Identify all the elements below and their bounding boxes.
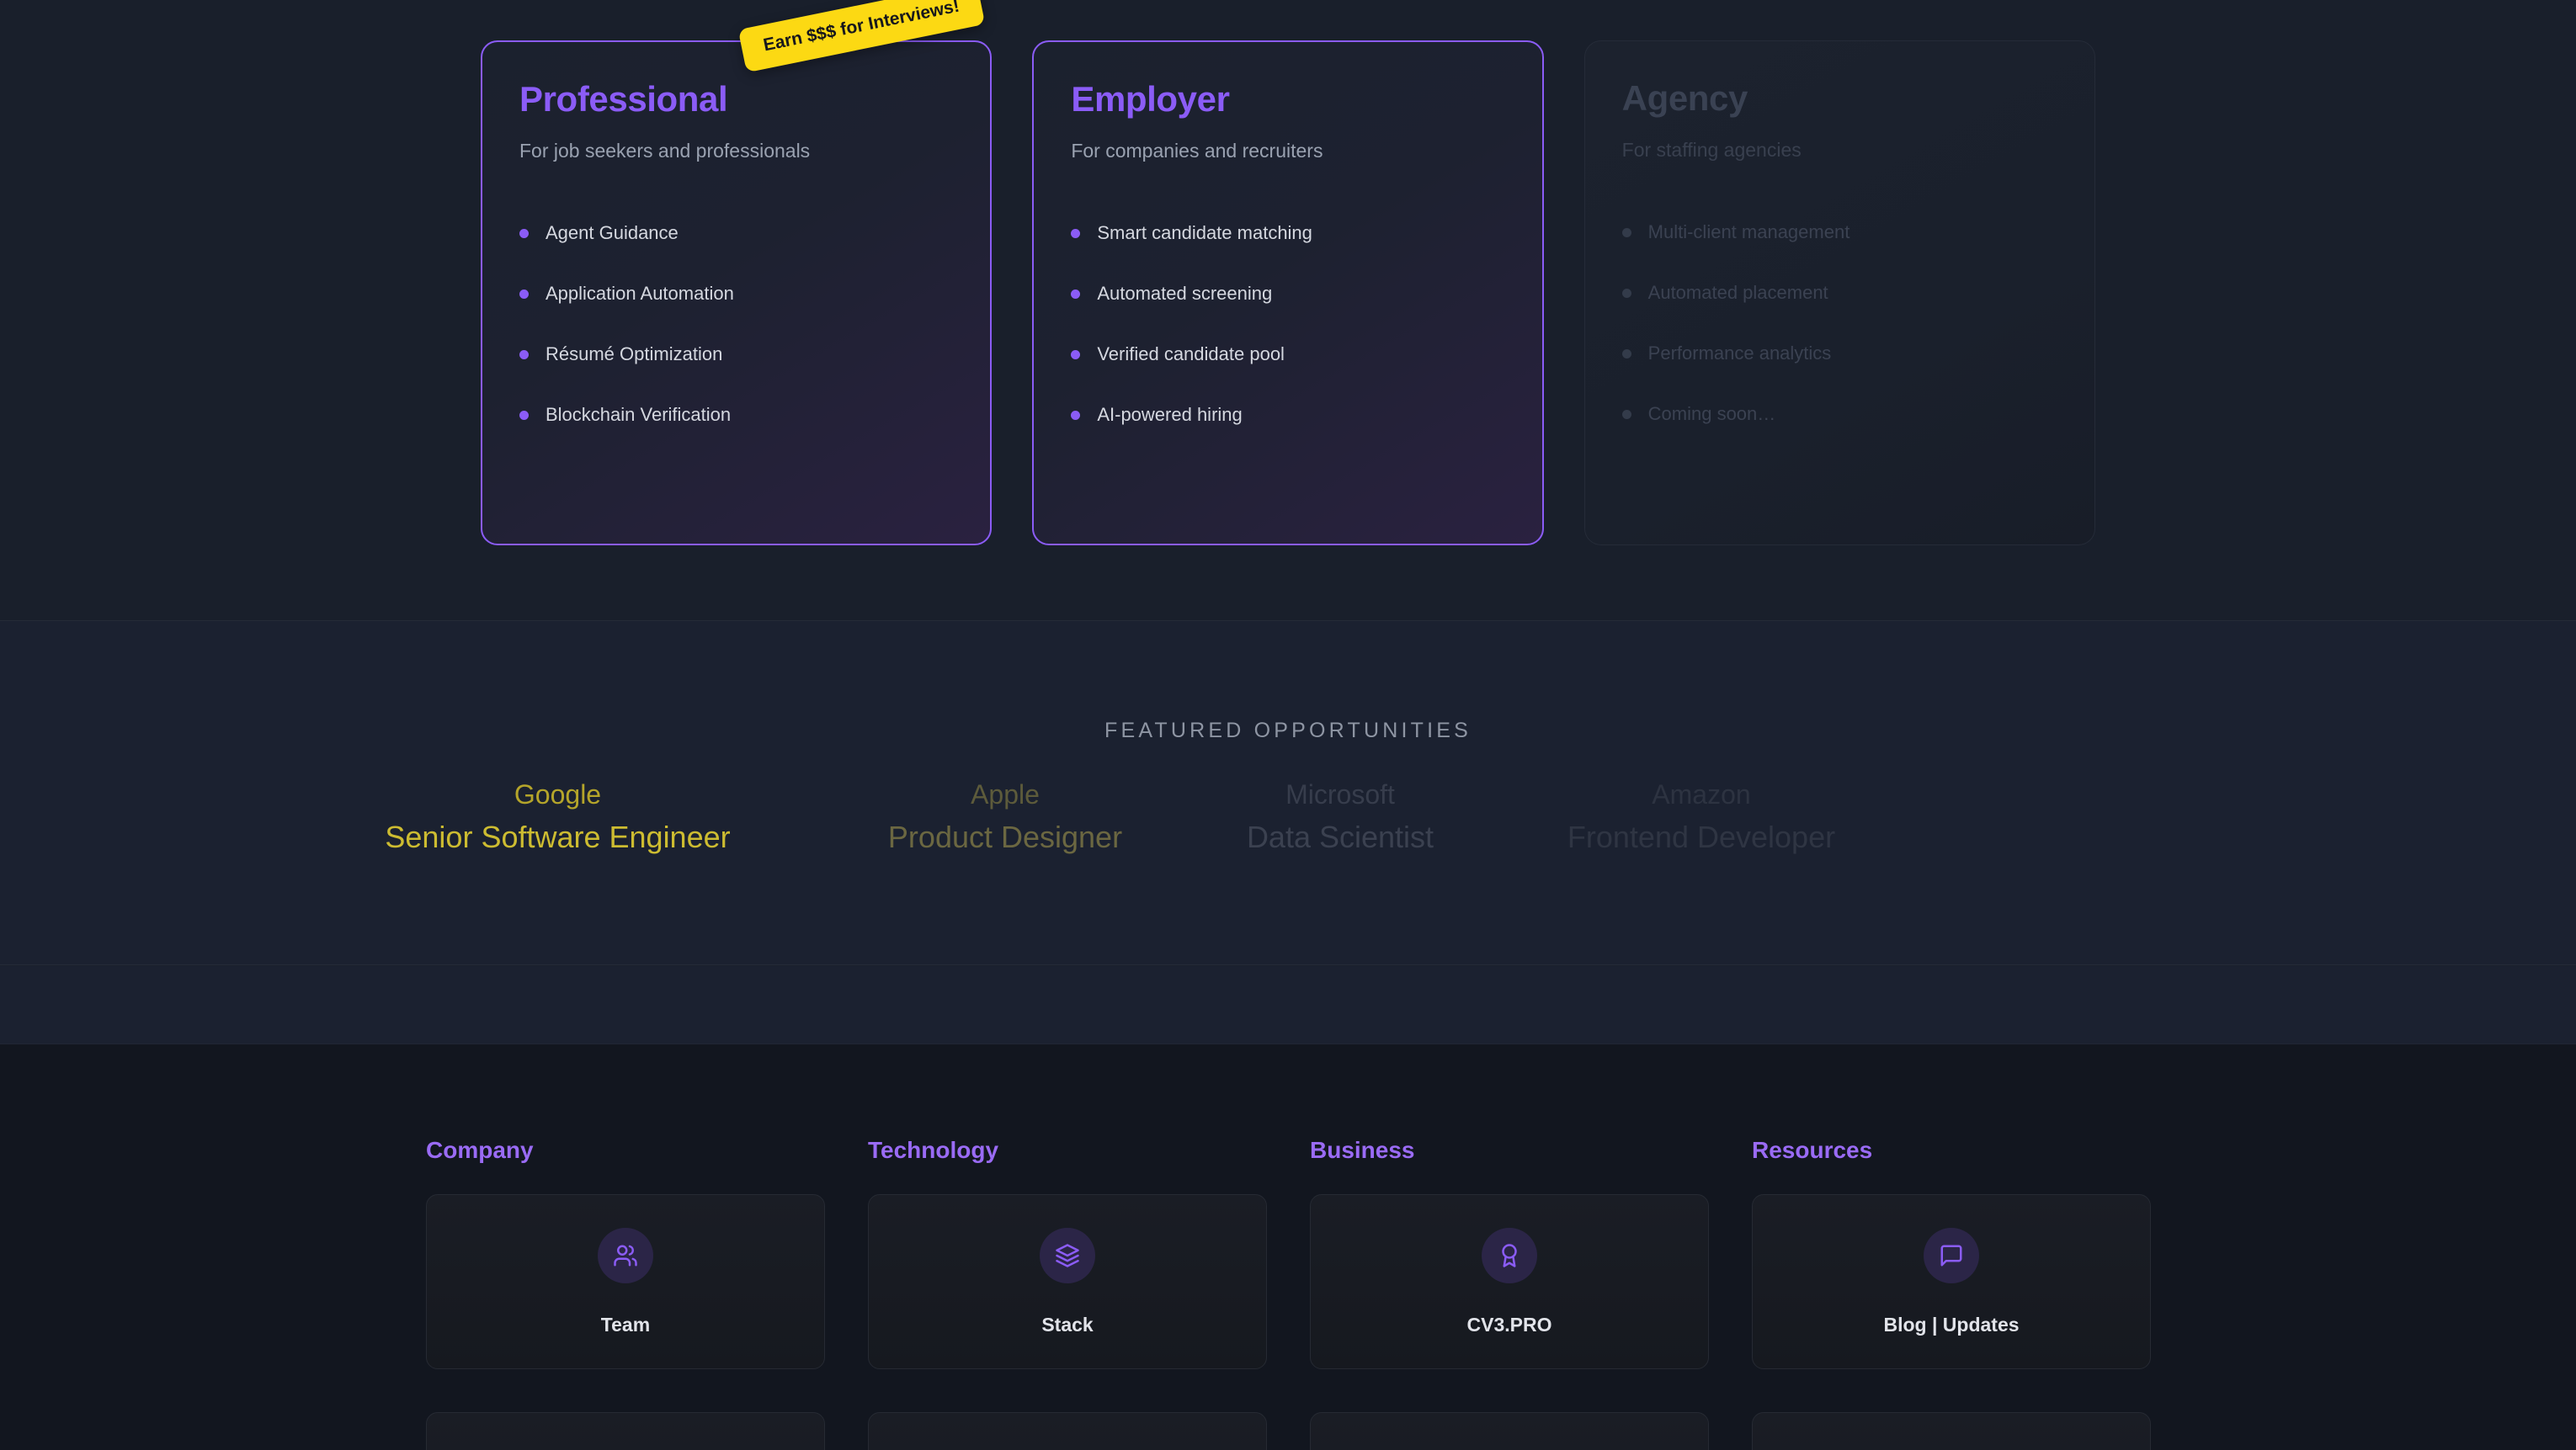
- footer-card-secondary[interactable]: [1752, 1412, 2151, 1450]
- role-feature-item: Résumé Optimization: [519, 324, 953, 385]
- footer-column-title: Business: [1310, 1137, 1415, 1163]
- featured-opportunities-label: FEATURED OPPORTUNITIES: [1104, 719, 1472, 742]
- footer-column-company: Company Team: [426, 1137, 825, 1450]
- role-feature-label: Performance analytics: [1647, 343, 1832, 364]
- role-feature-label: Agent Guidance: [546, 222, 679, 244]
- footer-card-stack[interactable]: Stack: [868, 1194, 1267, 1369]
- bullet-icon: [519, 289, 529, 299]
- role-feature-label: Application Automation: [546, 283, 734, 305]
- featured-opportunity-item[interactable]: Apple Product Designer: [838, 774, 1173, 860]
- bullet-icon: [519, 228, 529, 238]
- bullet-icon: [1621, 409, 1631, 419]
- role-card-title: Professional: [519, 79, 728, 119]
- footer-card-label: Blog | Updates: [1883, 1313, 2020, 1336]
- role-feature-list: Smart candidate matching Automated scree…: [1071, 203, 1504, 445]
- footer-column-business: Business CV3.PRO: [1310, 1137, 1709, 1450]
- role-feature-label: Automated placement: [1647, 282, 1828, 304]
- footer-card-secondary[interactable]: [426, 1412, 825, 1450]
- bullet-icon: [519, 349, 529, 359]
- footer-card-cv3pro[interactable]: CV3.PRO: [1310, 1194, 1709, 1369]
- role-card-title: Employer: [1071, 79, 1230, 119]
- role-feature-list: Agent Guidance Application Automation Ré…: [519, 203, 953, 445]
- footer-card-label: Team: [600, 1313, 651, 1336]
- role-feature-item: Verified candidate pool: [1071, 324, 1504, 385]
- footer-column-resources: Resources Blog | Updates: [1752, 1137, 2151, 1450]
- users-icon: [598, 1227, 653, 1283]
- role-feature-item: Performance analytics: [1621, 323, 2057, 384]
- bullet-icon: [519, 410, 529, 420]
- opportunity-role: Data Scientist: [1246, 820, 1434, 854]
- role-feature-label: Automated screening: [1097, 283, 1273, 305]
- role-card-subtitle: For companies and recruiters: [1071, 140, 1323, 162]
- section-spacer-band: [0, 966, 2576, 1044]
- role-feature-label: Résumé Optimization: [546, 343, 723, 365]
- role-feature-label: Smart candidate matching: [1097, 222, 1312, 244]
- layers-icon: [1040, 1227, 1095, 1283]
- bullet-icon: [1071, 228, 1081, 238]
- role-card-employer[interactable]: Employer For companies and recruiters Sm…: [1032, 40, 1544, 545]
- footer-column-technology: Technology Stack: [868, 1137, 1267, 1450]
- roles-section: Professional For job seekers and profess…: [0, 0, 2576, 620]
- role-feature-item: Agent Guidance: [519, 203, 953, 263]
- role-feature-label: Multi-client management: [1647, 221, 1850, 243]
- role-feature-item: Blockchain Verification: [519, 385, 953, 445]
- featured-opportunity-item[interactable]: Google Senior Software Engineer: [349, 774, 766, 860]
- role-feature-label: AI-powered hiring: [1097, 404, 1243, 426]
- bullet-icon: [1621, 348, 1631, 359]
- footer-card-label: CV3.PRO: [1466, 1313, 1552, 1336]
- featured-opportunities-ticker[interactable]: Google Senior Software Engineer Apple Pr…: [0, 774, 2576, 860]
- role-feature-item: Application Automation: [519, 263, 953, 324]
- footer-column-title: Company: [426, 1137, 534, 1163]
- role-feature-item: Coming soon…: [1621, 384, 2057, 444]
- bullet-icon: [1071, 289, 1081, 299]
- footer-column-title: Resources: [1752, 1137, 1873, 1163]
- footer-card-secondary[interactable]: [1310, 1412, 1709, 1450]
- role-feature-label: Blockchain Verification: [546, 404, 732, 426]
- footer-card-secondary[interactable]: [868, 1412, 1267, 1450]
- site-footer: Company Team: [0, 1044, 2576, 1450]
- footer-card-team[interactable]: Team: [426, 1194, 825, 1369]
- role-feature-item: Automated screening: [1071, 263, 1504, 324]
- opportunity-company: Amazon: [1652, 779, 1751, 810]
- opportunity-company: Apple: [971, 779, 1040, 810]
- footer-card-blog-updates[interactable]: Blog | Updates: [1752, 1194, 2151, 1369]
- bullet-icon: [1621, 288, 1631, 298]
- role-card-subtitle: For job seekers and professionals: [519, 140, 811, 162]
- role-feature-item: Automated placement: [1621, 263, 2057, 323]
- role-feature-item: Smart candidate matching: [1071, 203, 1504, 263]
- bullet-icon: [1071, 349, 1081, 359]
- opportunity-role: Senior Software Engineer: [385, 820, 731, 854]
- featured-opportunity-item[interactable]: Amazon Frontend Developer: [1508, 774, 1895, 860]
- opportunity-company: Google: [514, 779, 602, 810]
- bullet-icon: [1071, 410, 1081, 420]
- role-feature-item: Multi-client management: [1621, 202, 2057, 263]
- role-card-title: Agency: [1621, 78, 1748, 118]
- role-feature-list: Multi-client management Automated placem…: [1621, 202, 2057, 444]
- bullet-icon: [1621, 227, 1631, 237]
- role-card-agency: Agency For staffing agencies Multi-clien…: [1583, 40, 2095, 545]
- footer-link-grid: Company Team: [426, 1137, 2152, 1450]
- role-feature-item: AI-powered hiring: [1071, 385, 1504, 445]
- role-card-subtitle: For staffing agencies: [1621, 139, 1802, 162]
- featured-opportunity-item[interactable]: Microsoft Data Scientist: [1173, 774, 1508, 860]
- opportunity-role: Product Designer: [887, 820, 1123, 854]
- footer-card-label: Stack: [1041, 1313, 1094, 1336]
- role-card-professional[interactable]: Professional For job seekers and profess…: [481, 40, 993, 545]
- award-icon: [1482, 1227, 1537, 1283]
- role-cards-row: Professional For job seekers and profess…: [481, 40, 2095, 545]
- message-icon: [1924, 1227, 1979, 1283]
- featured-opportunities-section: FEATURED OPPORTUNITIES Google Senior Sof…: [0, 620, 2576, 965]
- role-feature-label: Coming soon…: [1647, 403, 1776, 425]
- opportunity-role: Frontend Developer: [1567, 820, 1836, 854]
- footer-column-title: Technology: [868, 1137, 999, 1163]
- role-feature-label: Verified candidate pool: [1097, 343, 1285, 365]
- opportunity-company: Microsoft: [1285, 779, 1395, 810]
